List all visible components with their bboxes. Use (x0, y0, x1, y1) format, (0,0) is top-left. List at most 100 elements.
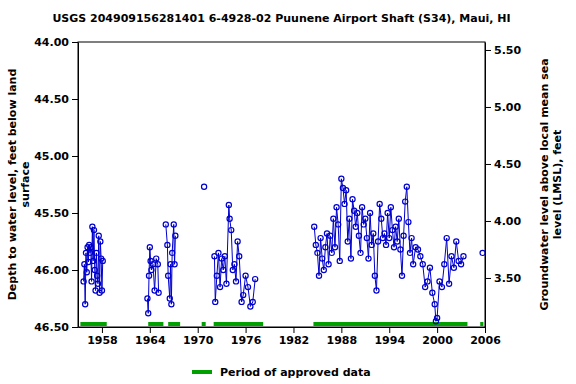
tick-label: 1976 (231, 334, 262, 347)
data-point (213, 299, 218, 304)
legend: Period of approved data (192, 366, 371, 379)
tick-mark (389, 327, 390, 333)
tick-mark (72, 42, 78, 43)
approved-period (148, 322, 163, 326)
title: USGS 204909156281401 6-4928-02 Puunene A… (52, 12, 510, 25)
data-point (439, 285, 444, 290)
data-point (388, 205, 393, 210)
data-point (446, 281, 451, 286)
axis-line (79, 327, 486, 328)
data-point (409, 235, 414, 240)
tick: 1976 (231, 327, 262, 347)
data-point (383, 242, 388, 247)
approved-period (313, 322, 467, 326)
tick-mark (485, 107, 491, 108)
data-point (391, 245, 396, 250)
approved-period (480, 322, 483, 326)
tick-mark (150, 327, 151, 333)
tick-label: 45.00 (34, 150, 69, 163)
data-point (250, 299, 255, 304)
data-point (385, 210, 390, 215)
data-point (100, 258, 105, 263)
data-point (172, 262, 177, 267)
tick: 2000 (422, 327, 453, 347)
data-point (342, 201, 347, 206)
data-point (170, 250, 175, 255)
tick: 44.00 (34, 36, 78, 49)
data-point (331, 216, 336, 221)
data-point (449, 254, 454, 259)
data-point (461, 254, 466, 259)
data-point (237, 254, 242, 259)
data-point (226, 202, 231, 207)
tick: 44.50 (34, 93, 78, 106)
data-point (377, 201, 382, 206)
data-point (173, 233, 178, 238)
tick: 1994 (374, 327, 405, 347)
data-point (347, 216, 352, 221)
data-point (233, 279, 238, 284)
data-point (379, 216, 384, 221)
tick: 1958 (87, 327, 118, 347)
data-point (229, 228, 234, 233)
data-point (83, 302, 88, 307)
data-point (320, 256, 325, 261)
data-point (364, 235, 369, 240)
legend-label: Period of approved data (220, 366, 371, 379)
data-point (94, 250, 99, 255)
y2-axis: 3.504.004.505.005.50 (485, 43, 521, 328)
data-point (344, 188, 349, 193)
data-point (155, 262, 160, 267)
data-point (401, 233, 406, 238)
tick-mark (246, 327, 247, 333)
data-point (458, 262, 463, 267)
data-point (430, 290, 435, 295)
data-point (374, 288, 379, 293)
tick-label: 1958 (87, 334, 118, 347)
tick: 46.00 (34, 264, 78, 277)
legend-swatch (192, 370, 212, 374)
data-point (154, 256, 159, 261)
tick-label: 1988 (327, 334, 358, 347)
data-point (149, 267, 154, 272)
data-point (315, 250, 320, 255)
data-point (221, 267, 226, 272)
data-point (92, 267, 97, 272)
tick: 45.50 (34, 207, 78, 220)
data-point (145, 296, 150, 301)
tick-label: 45.50 (34, 207, 69, 220)
data-point (146, 273, 151, 278)
data-point (348, 256, 353, 261)
series-line (84, 179, 483, 321)
data-point (423, 285, 428, 290)
tick: 45.00 (34, 150, 78, 163)
tick: 5.50 (485, 44, 521, 57)
data-point (375, 239, 380, 244)
approved-period (202, 322, 206, 326)
data-point (99, 288, 104, 293)
tick: 5.00 (485, 101, 521, 114)
tick-label: 1994 (374, 334, 405, 347)
tick-label: 44.50 (34, 93, 69, 106)
data-point (425, 279, 430, 284)
tick-mark (72, 213, 78, 214)
data-point (227, 216, 232, 221)
data-point (358, 250, 363, 255)
tick: 4.00 (485, 215, 521, 228)
axis-line (78, 43, 79, 328)
data-point (253, 277, 258, 282)
tick-label: 46.00 (34, 264, 69, 277)
y-axis-title-line: Depth to water level, feet below land (6, 69, 19, 301)
data-point (147, 245, 152, 250)
data-point (243, 273, 248, 278)
data-point (432, 302, 437, 307)
data-point (91, 228, 96, 233)
data-point (399, 273, 404, 278)
tick: 1970 (183, 327, 214, 347)
data-point (356, 233, 361, 238)
data-point (339, 176, 344, 181)
tick-mark (198, 327, 199, 333)
data-point (366, 256, 371, 261)
tick-mark (485, 327, 486, 333)
data-point (326, 262, 331, 267)
